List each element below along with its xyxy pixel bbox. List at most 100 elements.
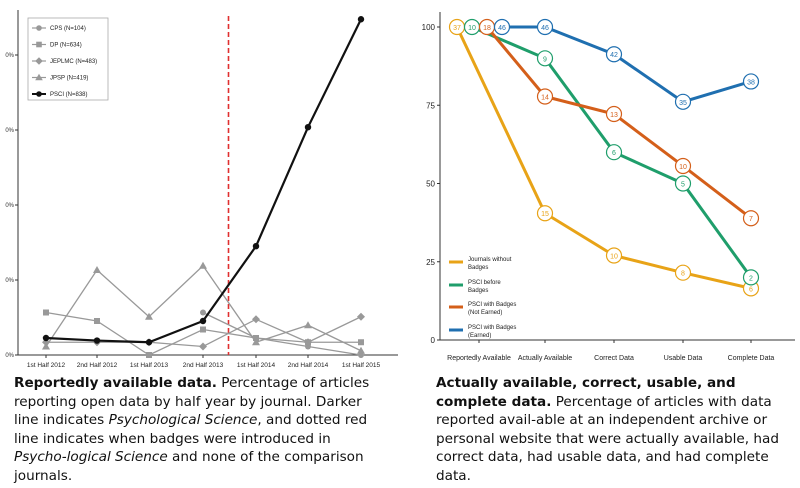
data-label: 8 [681,271,685,278]
data-point [199,261,207,269]
data-point [252,243,260,250]
data-point [358,339,364,346]
data-point [742,73,760,90]
right-caption-text: Percentage of articles with data reporte… [436,393,779,484]
x-tick-label: 2nd Half 2013 [183,362,224,369]
data-point [252,315,260,324]
data-point [42,342,50,350]
x-tick-label: Actually Available [518,355,572,362]
legend-label: Badges [468,265,488,271]
data-point [742,269,760,286]
legend-label: JPSP (N=419) [50,76,88,82]
data-label: 35 [679,100,687,107]
x-tick-label: Usable Data [664,355,703,362]
y-tick-label: 25 [426,258,435,267]
data-point [252,338,260,346]
data-point [304,124,312,131]
x-tick-label: Reportedly Available [447,355,511,362]
x-tick-label: Correct Data [594,355,634,362]
left-caption-text-1: Percentage of articles reporting open da… [14,375,370,428]
legend-label: (Earned) [468,333,491,339]
legend-swatch-marker [36,25,42,31]
data-point [42,334,50,342]
data-label: 42 [610,52,618,59]
data-point [357,346,365,354]
left-caption-text-3: and none of the comparison journals. [14,449,364,484]
left-caption-italic-1: Psychological Science [108,412,258,428]
data-label: 14 [541,94,549,101]
data-point [605,247,623,264]
x-tick-label: 1st Half 2013 [130,362,169,369]
data-point [357,312,365,321]
left-caption: Reportedly available data. Percentage of… [14,374,386,485]
data-point [94,318,100,324]
data-label: 5 [681,182,685,189]
x-tick-label: 1st Half 2015 [342,362,381,369]
data-point [674,264,692,281]
series-line [455,26,752,290]
y-tick-label: 0% [5,53,14,59]
legend-label: CPS (N=104) [50,26,86,32]
x-tick-label: 1st Half 2012 [27,362,66,369]
x-tick-label: 2nd Half 2012 [77,362,118,369]
legend: Journals without Badges PSCI before Badges P… [449,257,516,339]
legend-swatch-marker [36,41,42,48]
data-label: 9 [543,56,547,63]
y-tick-label: 0 [431,336,436,345]
right-caption: Actually available, correct, usable, and… [436,374,788,485]
left-caption-text-2: , and dotted red line indicates when bad… [14,412,368,447]
data-label: 6 [612,150,616,157]
data-point [605,144,623,161]
data-label: 46 [541,25,549,32]
series-line [202,311,362,356]
data-label: 10 [679,164,687,171]
legend-swatch-marker [35,57,43,65]
x-tick-label: 1st Half 2014 [237,362,276,369]
data-label: 7 [749,216,753,223]
data-point [199,317,207,325]
data-point [536,88,554,105]
data-label: 10 [468,25,476,32]
y-tick-label: 75 [426,101,435,110]
data-point [536,50,554,67]
data-point [304,321,312,329]
data-label: 13 [610,112,618,119]
data-point [43,309,49,316]
x-tick-label: Complete Data [728,355,775,362]
data-point [200,326,206,333]
y-tick-label: 50 [426,180,435,189]
legend-label: Journals without [468,257,512,263]
data-label: 18 [483,25,491,32]
data-label: 2 [749,275,753,282]
data-point [674,157,692,175]
open-data-by-journal-chart: 0% 0% 0% 0% 0% 1st Half 2012 2nd Half 2012 1st … [5,10,398,369]
legend: CPS (N=104) DP (N=634) JEPLMC (N=483) JPSP … [27,17,109,101]
data-point [93,337,101,344]
data-label: 37 [453,25,461,32]
y-tick-label: 0% [5,203,14,209]
data-label: 10 [610,253,618,260]
data-point [674,93,692,110]
left-caption-italic-2: Psycho-logical Science [14,449,168,465]
data-point [357,16,365,23]
legend-label: (Not Earned) [468,310,502,316]
legend-label: PSCI before [468,280,501,286]
data-point [605,105,623,123]
data-point [253,335,259,341]
legend-label: JEPLMC (N=483) [50,59,97,65]
x-tick-label: 2nd Half 2014 [288,362,329,369]
legend-box [27,17,109,101]
data-point [145,339,153,346]
y-tick-label: 0% [5,278,14,284]
data-point [145,312,153,320]
data-point [742,210,760,227]
data-point [93,266,101,273]
legend-label: DP (N=634) [50,43,82,49]
data-label: 6 [749,286,753,293]
data-label: 15 [541,211,549,218]
legend-swatch-marker [35,73,43,81]
data-point [304,338,312,347]
legend-swatch-marker [36,91,42,97]
data-label: 38 [747,79,755,86]
